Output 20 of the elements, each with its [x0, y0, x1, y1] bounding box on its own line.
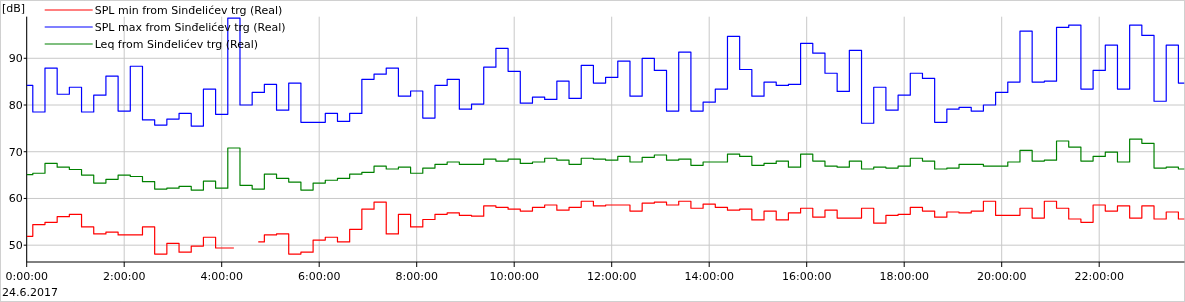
y-tick-label: 70 [8, 145, 23, 159]
y-axis-title: [dB] [2, 2, 26, 15]
y-tick-label: 60 [8, 192, 23, 206]
x-tick-label: 22:00:00 [1074, 270, 1124, 283]
y-tick-label: 90 [8, 52, 23, 66]
x-tick-label: 8:00:00 [395, 270, 438, 283]
x-tick-label: 6:00:00 [297, 270, 341, 283]
x-tick-label: 10:00:00 [489, 270, 539, 283]
x-tick-label: 0:00:00 [5, 270, 48, 283]
x-tick-label: 12:00:00 [586, 270, 637, 283]
legend-label: SPL min from Sinđelićev trg (Real) [94, 3, 283, 17]
y-tick-label: 50 [8, 239, 23, 253]
y-tick-label: 80 [8, 98, 23, 112]
x-tick-label: 14:00:00 [684, 270, 734, 283]
text: 24.6.2017 [2, 286, 58, 299]
x-tick-label: 2:00:00 [103, 270, 146, 283]
x-tick-label: 4:00:00 [200, 270, 243, 283]
x-tick-label: 20:00:00 [976, 270, 1027, 283]
x-tick-label: 18:00:00 [879, 270, 929, 283]
x-tick-label: 16:00:00 [781, 270, 832, 283]
